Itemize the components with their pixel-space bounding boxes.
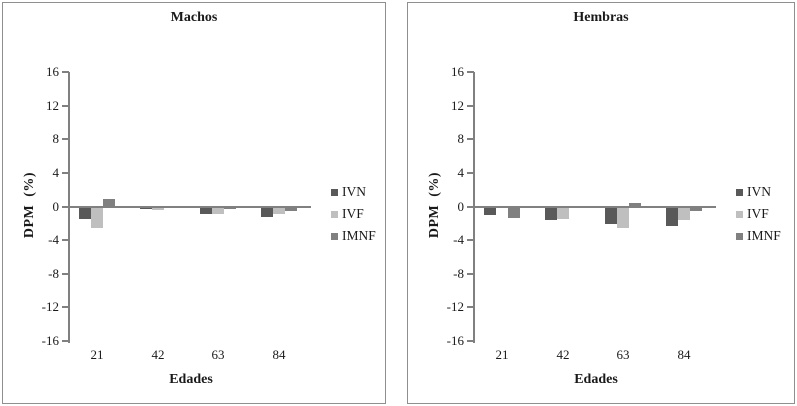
y-tick-label: -4 (453, 232, 464, 248)
legend-label: IMNF (342, 228, 376, 243)
legend-marker-icon (331, 232, 338, 240)
y-tick-label: -12 (41, 299, 59, 315)
y-tick-label: 12 (451, 97, 464, 113)
bar-ivf-63 (617, 206, 629, 228)
legend-marker-icon (736, 188, 743, 196)
x-tick-label: 42 (151, 347, 165, 362)
y-tick-mark (62, 306, 69, 309)
y-tick-label: -16 (446, 333, 464, 348)
y-tick-mark (62, 71, 69, 73)
legend: IVN IVF IMNF (331, 185, 376, 243)
legend-label: IVF (747, 206, 769, 221)
legend-item-ivn: IVN (736, 185, 781, 199)
bar-ivn-42 (545, 206, 557, 220)
y-tick-label: -12 (446, 299, 464, 315)
y-tick-label: 0 (457, 198, 465, 214)
bar-ivn-63 (605, 206, 617, 225)
chart-title: Hembras (573, 10, 629, 25)
legend-item-ivn: IVN (331, 185, 376, 199)
chart-panel-machos: Machos DPM (%) 16 12 8 4 0 -4 -8 -12 -16 21 42 63 84… (2, 2, 386, 404)
bar-ivn-21 (79, 206, 91, 220)
y-tick-label: 0 (52, 198, 60, 214)
chart-panel-hembras: Hembras DPM (%) 16 12 8 4 0 -4 -8 -12 -16 21 42 63 8… (407, 2, 795, 404)
x-tick-label: 63 (211, 347, 225, 362)
y-tick-mark (467, 239, 474, 242)
legend-marker-icon (736, 210, 743, 218)
x-tick-label: 63 (616, 347, 630, 362)
y-tick-mark (467, 340, 474, 342)
y-tick-mark (62, 239, 69, 242)
bar-ivf-42 (152, 206, 164, 210)
bar-ivf-21 (91, 206, 103, 229)
y-axis-line (473, 72, 475, 343)
y-tick-mark (467, 171, 474, 174)
y-tick-mark (467, 306, 474, 309)
bar-ivn-21 (484, 206, 496, 215)
bar-ivf-63 (212, 206, 224, 215)
y-tick-label: -8 (453, 265, 464, 281)
y-tick-mark (467, 71, 474, 73)
legend-item-imnf: IMNF (331, 229, 376, 243)
x-tick-label: 42 (556, 347, 570, 362)
bar-ivf-84 (273, 206, 285, 215)
y-tick-label: 12 (46, 97, 59, 113)
bar-imnf-63 (629, 203, 641, 207)
legend-label: IVN (342, 184, 366, 199)
bar-imnf-21 (103, 198, 115, 207)
y-tick-mark (467, 104, 474, 107)
bar-imnf-84 (690, 206, 702, 211)
y-tick-mark (62, 272, 69, 275)
y-tick-mark (62, 205, 69, 208)
bar-imnf-63 (224, 206, 236, 210)
legend-marker-icon (331, 210, 338, 218)
y-tick-label: -4 (48, 232, 59, 248)
x-axis-title: Edades (574, 372, 618, 387)
legend-label: IVF (342, 206, 364, 221)
chart-title: Machos (170, 10, 218, 25)
y-tick-mark (62, 340, 69, 342)
x-tick-label: 84 (272, 347, 286, 362)
bar-ivf-42 (557, 206, 569, 220)
x-tick-label: 84 (677, 347, 691, 362)
y-tick-mark (62, 104, 69, 107)
y-tick-mark (62, 171, 69, 174)
legend-marker-icon (331, 188, 338, 196)
legend: IVN IVF IMNF (736, 185, 781, 243)
legend-label: IVN (747, 184, 771, 199)
bar-imnf-21 (508, 206, 520, 219)
y-tick-mark (467, 272, 474, 275)
legend-label: IMNF (747, 228, 781, 243)
y-axis-line (68, 72, 70, 343)
legend-marker-icon (736, 232, 743, 240)
y-tick-label: 4 (52, 164, 60, 180)
bar-ivn-84 (261, 206, 273, 218)
x-axis-title: Edades (169, 372, 213, 387)
y-tick-mark (62, 138, 69, 141)
y-tick-label: 16 (451, 64, 464, 79)
y-tick-mark (467, 205, 474, 208)
legend-item-ivf: IVF (331, 207, 376, 221)
bar-ivf-84 (678, 206, 690, 220)
zero-axis-line (68, 205, 311, 208)
y-tick-label: 16 (46, 64, 59, 79)
bar-ivn-63 (200, 206, 212, 215)
y-tick-label: 8 (457, 131, 465, 147)
zero-axis-line (473, 205, 716, 208)
bar-imnf-84 (285, 206, 297, 211)
bar-ivn-42 (140, 206, 152, 210)
y-tick-label: -16 (41, 333, 59, 348)
plot-area: 16 12 8 4 0 -4 -8 -12 -16 21 42 63 84 (3, 3, 385, 403)
x-tick-label: 21 (495, 347, 509, 362)
y-tick-label: 8 (52, 131, 60, 147)
y-tick-label: 4 (457, 164, 465, 180)
x-tick-label: 21 (90, 347, 104, 362)
y-tick-label: -8 (48, 265, 59, 281)
plot-area: 16 12 8 4 0 -4 -8 -12 -16 21 42 63 84 (408, 3, 794, 403)
y-tick-mark (467, 138, 474, 141)
legend-item-imnf: IMNF (736, 229, 781, 243)
bar-ivn-84 (666, 206, 678, 226)
legend-item-ivf: IVF (736, 207, 781, 221)
